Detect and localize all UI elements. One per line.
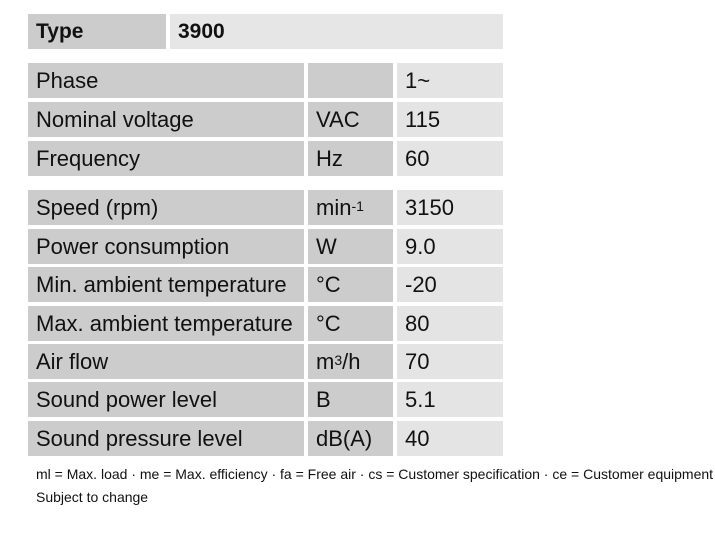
phase-label: Phase [28, 63, 304, 98]
nominal-voltage-label: Nominal voltage [28, 102, 304, 137]
air-flow-unit: m 3/h [308, 344, 393, 379]
power-consumption-value: 9.0 [397, 229, 503, 264]
sound-pressure-level-label: Sound pressure level [28, 421, 304, 456]
sound-pressure-level-unit: dB(A) [308, 421, 393, 456]
phase-unit [308, 63, 393, 98]
power-consumption-label: Power consumption [28, 229, 304, 264]
nominal-voltage-value: 115 [397, 102, 503, 137]
sound-power-level-value: 5.1 [397, 382, 503, 417]
frequency-unit: Hz [308, 141, 393, 176]
type-value: 3900 [170, 14, 503, 49]
speed-label: Speed (rpm) [28, 190, 304, 225]
abbreviation-legend: ml = Max. load · me = Max. efficiency · … [36, 466, 714, 482]
power-consumption-unit: W [308, 229, 393, 264]
air-flow-label: Air flow [28, 344, 304, 379]
nominal-voltage-unit: VAC [308, 102, 393, 137]
min-ambient-temp-unit: °C [308, 267, 393, 302]
frequency-label: Frequency [28, 141, 304, 176]
air-flow-value: 70 [397, 344, 503, 379]
min-ambient-temp-label: Min. ambient temperature [28, 267, 304, 302]
frequency-value: 60 [397, 141, 503, 176]
max-ambient-temp-unit: °C [308, 306, 393, 341]
speed-value: 3150 [397, 190, 503, 225]
speed-unit: min -1 [308, 190, 393, 225]
sound-pressure-level-value: 40 [397, 421, 503, 456]
max-ambient-temp-label: Max. ambient temperature [28, 306, 304, 341]
phase-value: 1~ [397, 63, 503, 98]
min-ambient-temp-value: -20 [397, 267, 503, 302]
max-ambient-temp-value: 80 [397, 306, 503, 341]
sound-power-level-label: Sound power level [28, 382, 304, 417]
subject-to-change-note: Subject to change [36, 489, 149, 505]
type-label: Type [28, 14, 166, 49]
sound-power-level-unit: B [308, 382, 393, 417]
